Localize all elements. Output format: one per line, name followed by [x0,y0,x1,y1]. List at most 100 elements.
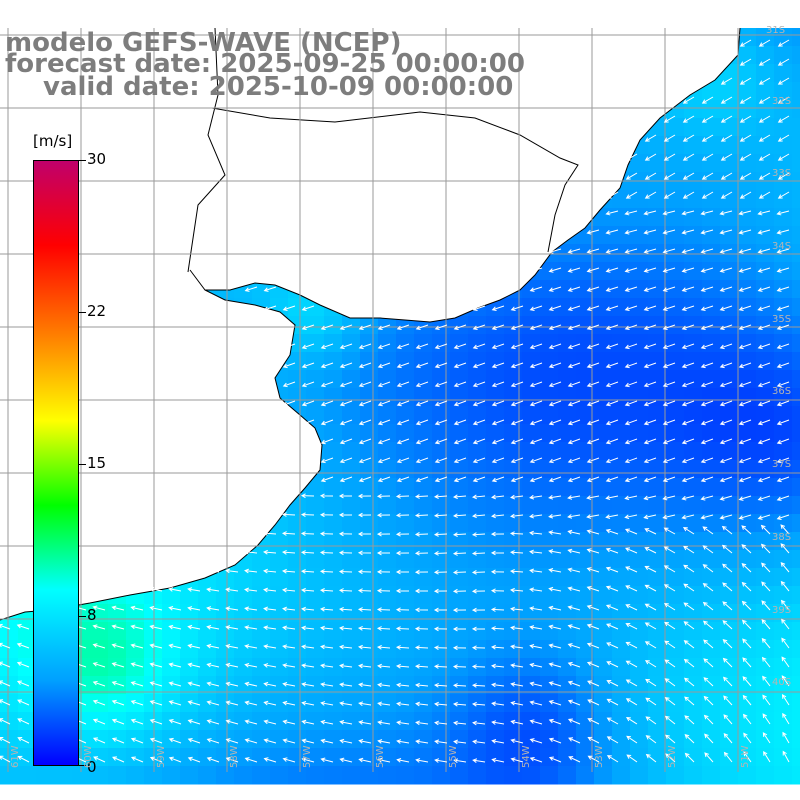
wind-arrow [722,601,733,611]
wind-arrow [738,495,752,501]
wind-arrow [780,543,790,554]
wind-speed-cell [468,316,487,335]
wind-arrow [510,700,524,706]
wind-arrow [301,305,315,311]
wind-arrow [643,210,657,216]
wind-speed-cell [468,748,487,767]
wind-speed-cell [342,622,361,641]
wind-speed-cell [288,640,307,659]
wind-speed-cell [594,622,613,641]
wind-speed-cell [306,604,325,623]
wind-arrow [664,640,676,649]
wind-speed-cell [360,604,379,623]
wind-speed-cell [378,712,397,731]
wind-speed-cell [306,370,325,389]
wind-arrow [358,400,372,407]
wind-speed-cell [378,550,397,569]
wind-speed-cell [594,766,613,785]
wind-arrow [700,495,714,501]
wind-arrow [586,286,600,292]
wind-speed-cell [306,730,325,749]
wind-speed-cell [306,532,325,551]
wind-arrow [624,514,638,520]
wind-arrow [700,305,714,311]
wind-speed-cell [342,766,361,785]
wind-arrow [358,663,372,669]
wind-speed-cell [756,190,775,209]
wind-arrow [606,642,619,649]
wind-speed-cell [612,208,631,227]
wind-arrow [0,623,11,630]
wind-speed-cell [558,550,577,569]
wind-speed-cell [144,694,163,713]
wind-speed-cell [666,352,685,371]
wind-arrow [739,58,752,66]
wind-speed-cell [738,82,757,101]
wind-speed-cell [756,280,775,299]
wind-speed-cell [540,406,559,425]
wind-arrow [433,607,448,613]
wind-arrow [776,248,790,254]
wind-speed-cell [522,442,541,461]
wind-speed-cell [306,478,325,497]
wind-arrow [0,736,11,744]
wind-arrow [225,568,239,574]
wind-speed-cell [738,100,757,119]
wind-arrow [777,77,790,85]
wind-speed-cell [396,370,415,389]
wind-speed-cell [396,406,415,425]
wind-speed-cell [630,730,649,749]
wind-speed-cell [540,424,559,443]
wind-speed-cell [558,388,577,407]
wind-arrow [625,698,638,706]
wind-arrow [472,513,486,519]
wind-arrow [338,569,353,574]
wind-arrow [471,551,486,556]
wind-arrow [396,438,410,445]
wind-speed-cell [180,766,199,785]
lat-label: 32S [772,96,792,107]
wind-speed-cell [720,496,739,515]
wind-arrow [358,682,372,688]
wind-arrow [471,664,486,669]
wind-arrow [777,153,790,161]
wind-speed-cell [540,496,559,515]
wind-arrow [741,581,752,592]
wind-speed-cell [666,406,685,425]
wind-arrow [111,624,125,630]
wind-speed-cell [666,640,685,659]
wind-speed-cell [90,658,109,677]
wind-arrow [529,587,543,593]
wind-arrow [415,419,429,426]
wind-arrow [624,476,638,483]
wind-arrow [683,621,695,630]
wind-arrow [358,343,372,350]
wind-arrow [683,583,695,592]
wind-speed-cell [540,442,559,461]
wind-arrow [225,700,239,706]
wind-arrow [130,681,144,687]
wind-speed-cell [630,676,649,695]
wind-arrow [587,699,600,706]
wind-arrow [664,659,676,668]
wind-speed-cell [468,460,487,479]
wind-arrow [149,756,163,763]
wind-speed-cell [684,514,703,533]
wind-arrow [282,663,296,668]
wind-speed-cell [468,478,487,497]
wind-arrow [761,637,771,649]
wind-speed-cell [270,622,289,641]
wind-arrow [281,531,296,536]
wind-arrow [472,758,486,763]
wind-speed-cell [504,478,523,497]
wind-arrow [130,699,144,706]
wind-speed-cell [720,550,739,569]
wind-arrow [681,419,695,426]
wind-speed-cell [738,604,757,623]
wind-arrow [738,476,752,483]
wind-arrow [586,567,600,573]
wind-arrow [510,324,524,331]
wind-speed-cell [522,298,541,317]
wind-speed-cell [414,478,433,497]
wind-arrow [643,362,657,369]
